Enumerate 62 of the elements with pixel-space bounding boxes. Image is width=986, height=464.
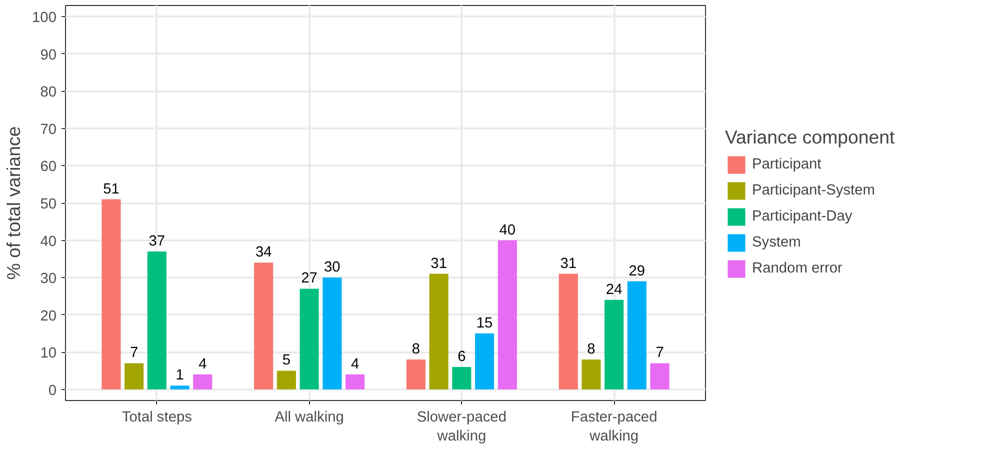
bar <box>627 281 646 390</box>
data-label: 4 <box>198 356 207 372</box>
bar <box>650 363 670 390</box>
x-tick-label: Slower-paced walking <box>416 410 507 445</box>
y-tick-label: 10 <box>40 346 57 362</box>
bar <box>406 360 426 390</box>
data-label: 30 <box>324 260 340 276</box>
legend-label: Participant-Day <box>752 208 852 224</box>
data-label: 27 <box>301 270 318 287</box>
y-tick-label: 40 <box>40 234 57 250</box>
legend-label: Participant-System <box>752 182 875 198</box>
bar <box>170 386 190 390</box>
data-label: 34 <box>255 244 272 261</box>
y-tick-label: 0 <box>48 382 57 399</box>
data-label: 15 <box>476 315 493 332</box>
data-label: 31 <box>560 256 577 272</box>
bar <box>582 360 601 390</box>
y-tick-label: 60 <box>40 159 57 176</box>
legend-label: Participant <box>752 156 822 172</box>
bar <box>604 300 624 390</box>
bar <box>429 274 448 390</box>
y-tick-label: 70 <box>40 122 57 138</box>
data-label: 6 <box>458 348 466 365</box>
bar <box>193 374 212 390</box>
data-label: 51 <box>103 181 120 198</box>
y-tick-label: 50 <box>40 196 57 212</box>
data-label: 37 <box>148 233 166 250</box>
bar <box>300 288 319 390</box>
bar <box>147 251 166 390</box>
data-label: 29 <box>628 263 646 280</box>
data-label: 8 <box>412 342 420 358</box>
y-tick-label: 100 <box>32 10 57 26</box>
data-label: 31 <box>430 256 447 272</box>
bar <box>254 262 274 390</box>
x-tick-label: Faster-paced walking <box>570 410 658 445</box>
y-tick-label: 90 <box>40 47 57 64</box>
data-label: 8 <box>587 342 596 358</box>
data-label: 4 <box>350 356 360 372</box>
data-label: 40 <box>499 222 516 238</box>
data-label: 5 <box>282 352 291 369</box>
bar <box>346 374 365 390</box>
bar <box>322 278 342 390</box>
bar <box>452 366 472 390</box>
data-label: 7 <box>130 345 138 362</box>
data-label: 24 <box>606 282 622 298</box>
bar <box>276 370 296 390</box>
legend-label: System <box>752 234 801 250</box>
bar <box>558 274 578 390</box>
data-label: 1 <box>176 368 184 384</box>
x-tick-label: Total steps <box>122 410 192 426</box>
bar <box>124 363 144 390</box>
y-axis-title: % of total variance <box>3 126 24 280</box>
y-tick-label: 80 <box>40 84 57 101</box>
x-tick-label: All walking <box>274 410 344 426</box>
bar <box>498 240 517 390</box>
data-label: 7 <box>656 345 664 362</box>
y-tick-label: 30 <box>40 271 57 288</box>
legend-title: Variance component <box>725 126 895 148</box>
y-tick-label: 20 <box>40 308 57 324</box>
bar <box>475 333 494 390</box>
bar <box>102 199 121 390</box>
legend-label: Random error <box>752 260 842 276</box>
